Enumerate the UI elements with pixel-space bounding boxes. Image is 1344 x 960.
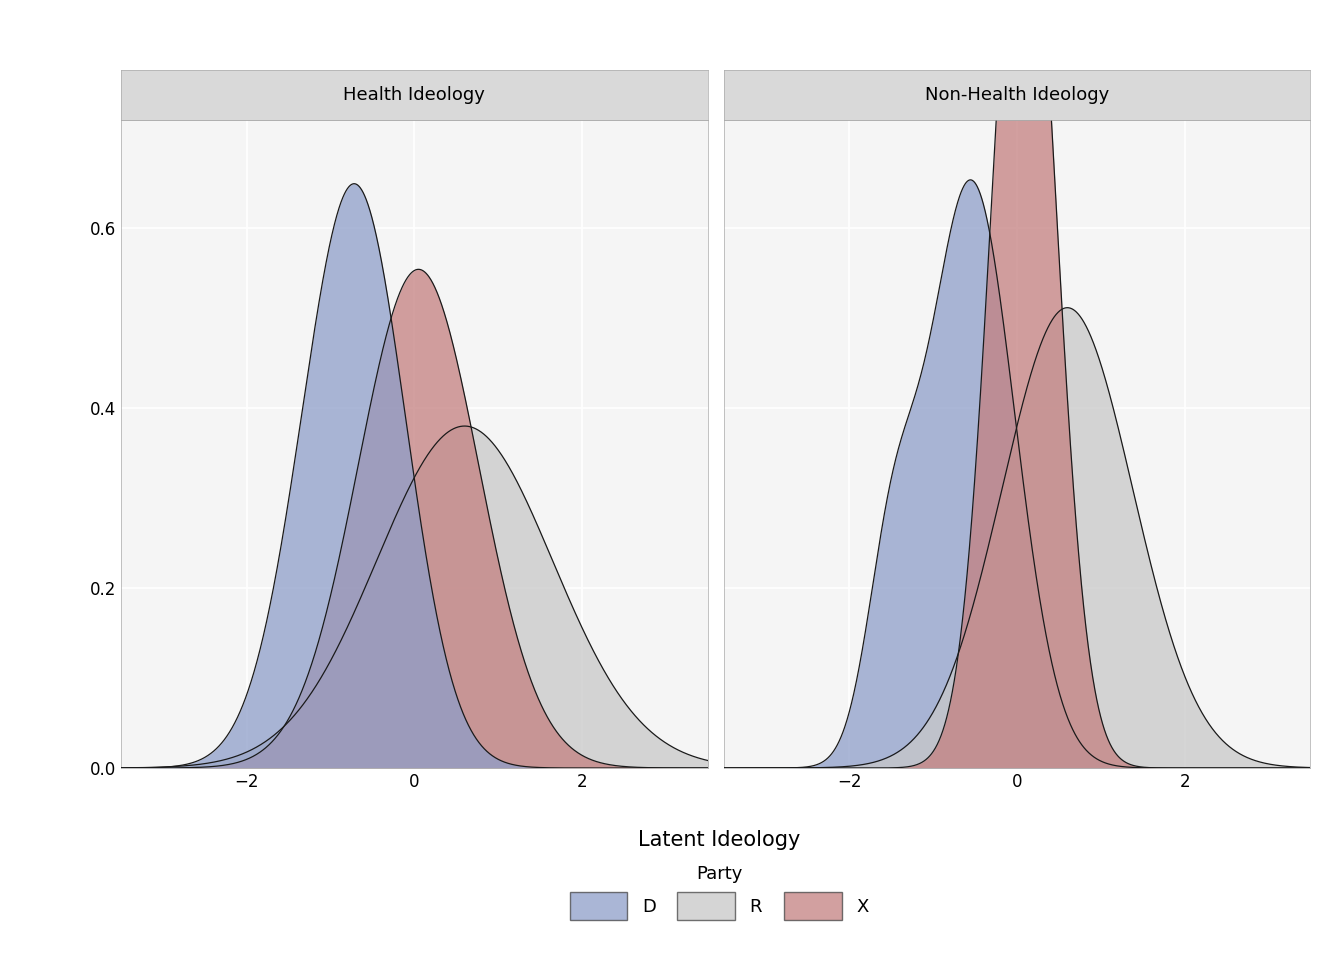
Text: Non-Health Ideology: Non-Health Ideology [925, 86, 1109, 104]
Text: Latent Ideology: Latent Ideology [638, 830, 800, 850]
Legend: D, R, X: D, R, X [562, 857, 876, 927]
Text: Health Ideology: Health Ideology [343, 86, 485, 104]
